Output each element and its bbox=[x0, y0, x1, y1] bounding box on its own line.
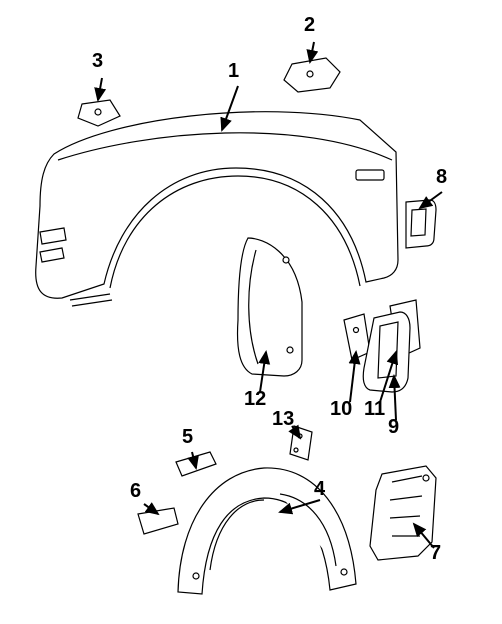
liner-seal-lower-shape bbox=[138, 508, 178, 534]
upper-bracket-rear-shape bbox=[284, 58, 340, 92]
fender-liner-shape bbox=[178, 468, 356, 594]
parts-diagram: 1 2 3 4 5 6 7 8 9 10 11 12 13 bbox=[0, 0, 502, 619]
upper-bracket-front-shape bbox=[78, 100, 120, 126]
mud-guard-bracket-inner-shape bbox=[344, 314, 370, 360]
brace-shape bbox=[290, 426, 312, 460]
fender-panel-shape bbox=[36, 112, 398, 306]
diagram-svg bbox=[0, 0, 502, 619]
splash-shield-rear-shape bbox=[370, 466, 436, 560]
